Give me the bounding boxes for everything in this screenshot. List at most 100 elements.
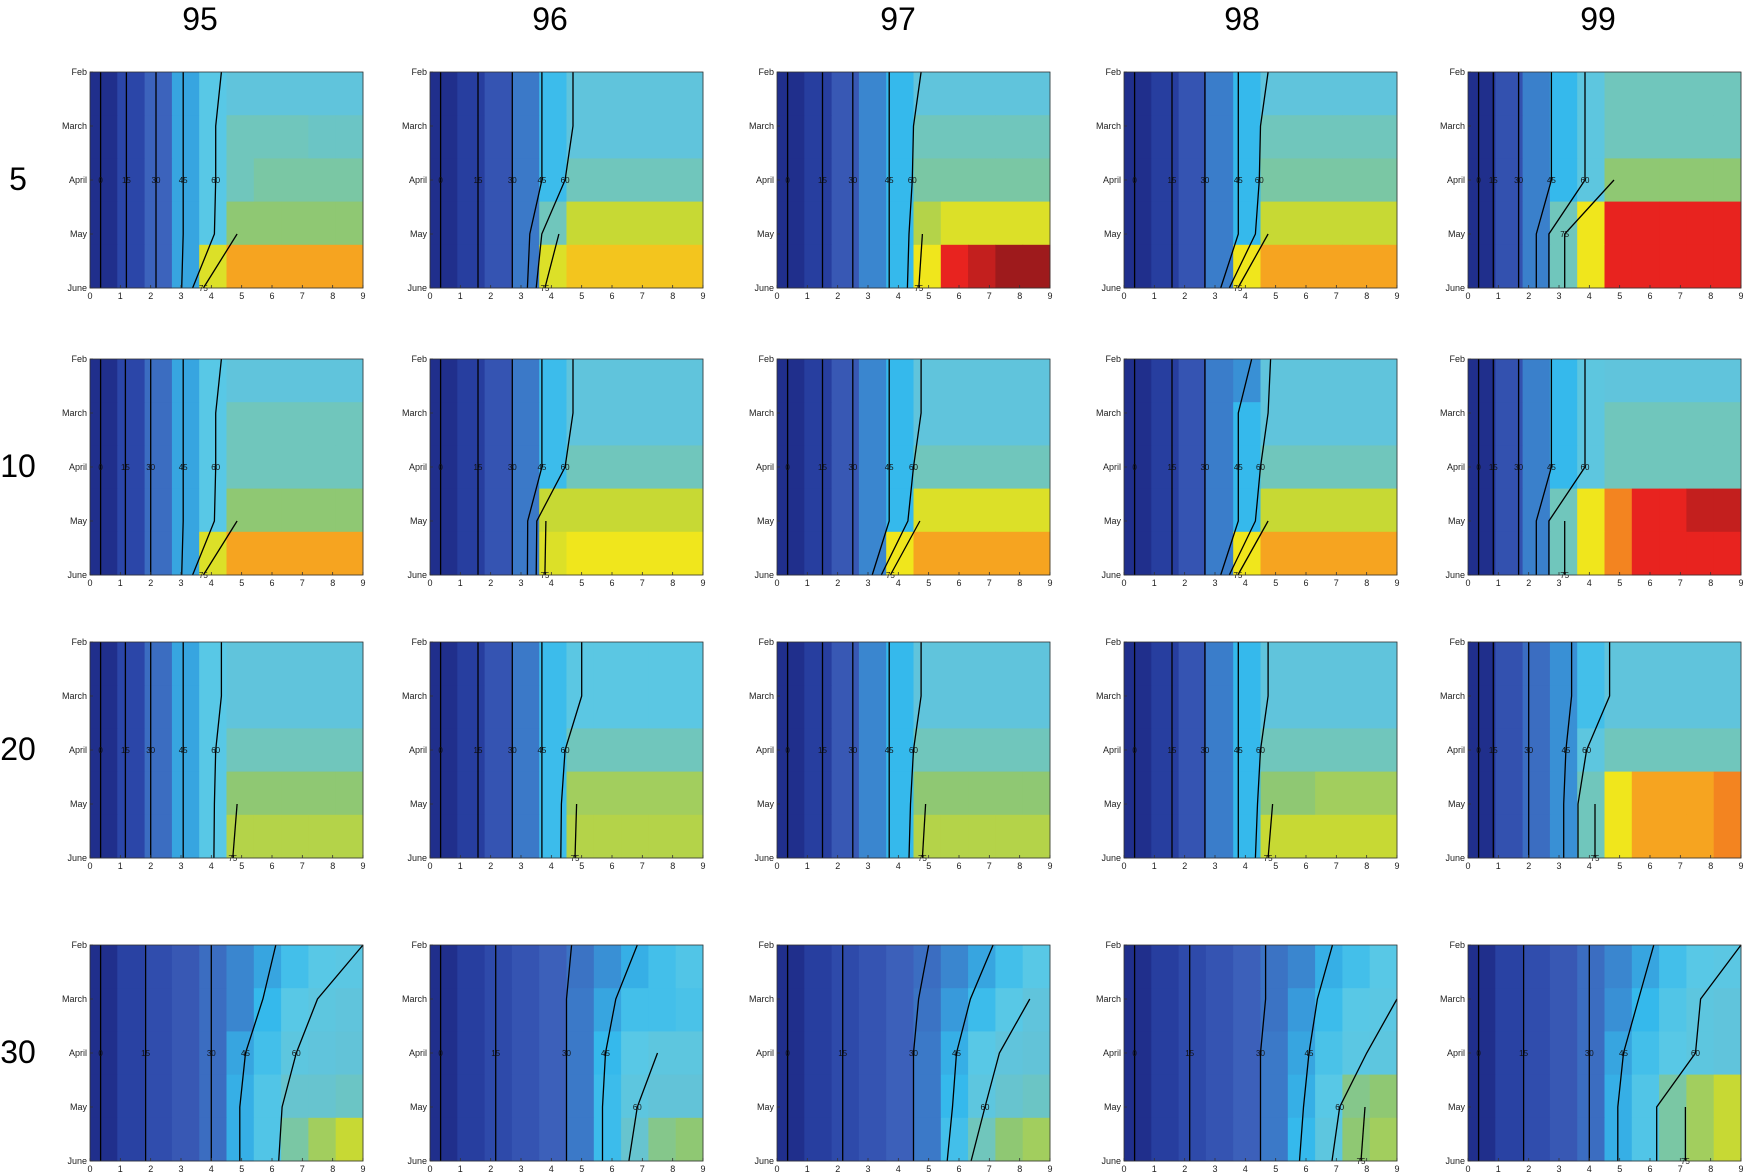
x-tick-label: 5 [239,861,244,871]
heatmap-cell [199,445,227,489]
heatmap-cell [1686,988,1715,1032]
heatmap-cell [886,945,914,989]
heatmap-cell [777,945,805,989]
heatmap-cell [90,1074,118,1119]
heatmap-cell [1659,201,1687,246]
heatmap-cell [226,945,255,989]
heatmap-cell [253,814,282,859]
heatmap-cell [995,445,1024,489]
heatmap-cell [1686,1031,1715,1075]
heatmap-cell [1022,1117,1051,1162]
heatmap-cell [1205,988,1234,1032]
x-tick-label: 2 [835,291,840,301]
heatmap-cell [1342,728,1371,772]
heatmap-cell [566,402,595,446]
contour-label: 75 [1560,571,1569,580]
heatmap-cell [484,531,513,576]
contour-label: 45 [1234,463,1243,472]
heatmap-cell [90,115,118,159]
heatmap-cell [940,359,969,403]
heatmap-cell [281,158,309,202]
contour-line-60 [1577,642,1611,858]
heatmap-cell [539,1031,567,1075]
heatmap-cell [226,488,255,533]
heatmap-cell [831,488,860,533]
heatmap-cell [1342,945,1371,989]
heatmap-cell [566,728,595,772]
heatmap-cell [648,1074,677,1119]
heatmap-cell [1577,1074,1605,1119]
heatmap-cell [539,1074,567,1119]
heatmap-cell [511,728,540,772]
heatmap-cell [117,115,145,159]
heatmap-cell [1022,158,1051,202]
heatmap-cell [1315,1117,1343,1162]
heatmap-cell [804,201,832,246]
heatmap-cell [511,814,540,859]
column-label-99: 99 [1580,1,1616,37]
heatmap-cell [995,201,1024,246]
x-tick-label: 3 [1556,1164,1561,1174]
heatmap-cell [1631,771,1660,816]
heatmap-cell [1604,814,1633,859]
heatmap-cell [457,771,485,816]
x-tick-label: 8 [1364,578,1369,588]
heatmap-cell [648,1031,677,1075]
heatmap-cell [1577,359,1605,403]
heatmap-cell [1522,771,1551,816]
contour-label: 0 [1132,746,1137,755]
x-tick-label: 2 [1526,861,1531,871]
heatmap-cell [831,244,860,289]
heatmap-cell [539,402,567,446]
heatmap-cell [1495,1117,1523,1162]
heatmap-cell [621,814,649,859]
x-tick-label: 7 [1678,861,1683,871]
heatmap-cell [777,445,805,489]
x-tick-label: 7 [640,291,645,301]
heatmap-cell [1577,531,1605,576]
heatmap-cell [593,771,622,816]
x-tick-label: 8 [670,291,675,301]
contour-label: 60 [1582,746,1591,755]
heatmap-cell [117,201,145,246]
heatmap-cell [648,115,677,159]
heatmap-cell [90,1117,118,1162]
heatmap-cell [253,445,282,489]
contour-label: 15 [1168,746,1177,755]
heatmap-cell [1151,115,1179,159]
heatmap-cell [1205,445,1234,489]
y-tick-label: March [749,408,774,418]
x-tick-label: 1 [1152,1164,1157,1174]
heatmap-cell [117,814,145,859]
heatmap-cell [1468,988,1496,1032]
x-tick-label: 3 [1556,578,1561,588]
y-tick-label: March [402,121,427,131]
heatmap-cell [430,771,458,816]
heatmap-cell [1287,158,1316,202]
heatmap-cell [1686,359,1715,403]
heatmap-cell [1022,1031,1051,1075]
heatmap-cell [940,244,969,289]
x-tick-label: 2 [148,861,153,871]
heatmap-cell [675,945,704,989]
heatmap-cell [995,115,1024,159]
heatmap-cell [1631,488,1660,533]
heatmap-cell [1468,158,1496,202]
y-tick-label: March [62,121,87,131]
x-tick-label: 2 [148,1164,153,1174]
heatmap-cell [1549,158,1578,202]
heatmap-cell [995,685,1024,729]
x-tick-label: 9 [1394,1164,1399,1174]
x-tick-label: 0 [427,291,432,301]
heatmap-cell [1549,988,1578,1032]
heatmap-cell [886,72,914,116]
heatmap-cell [1631,244,1660,289]
y-tick-label: Feb [71,637,87,647]
row-label-30: 30 [0,1034,36,1070]
heatmap-cell [1315,988,1343,1032]
heatmap-cell [1369,1031,1398,1075]
heatmap-cell [1178,945,1207,989]
heatmap-cell [1369,158,1398,202]
heatmap-cell [940,115,969,159]
